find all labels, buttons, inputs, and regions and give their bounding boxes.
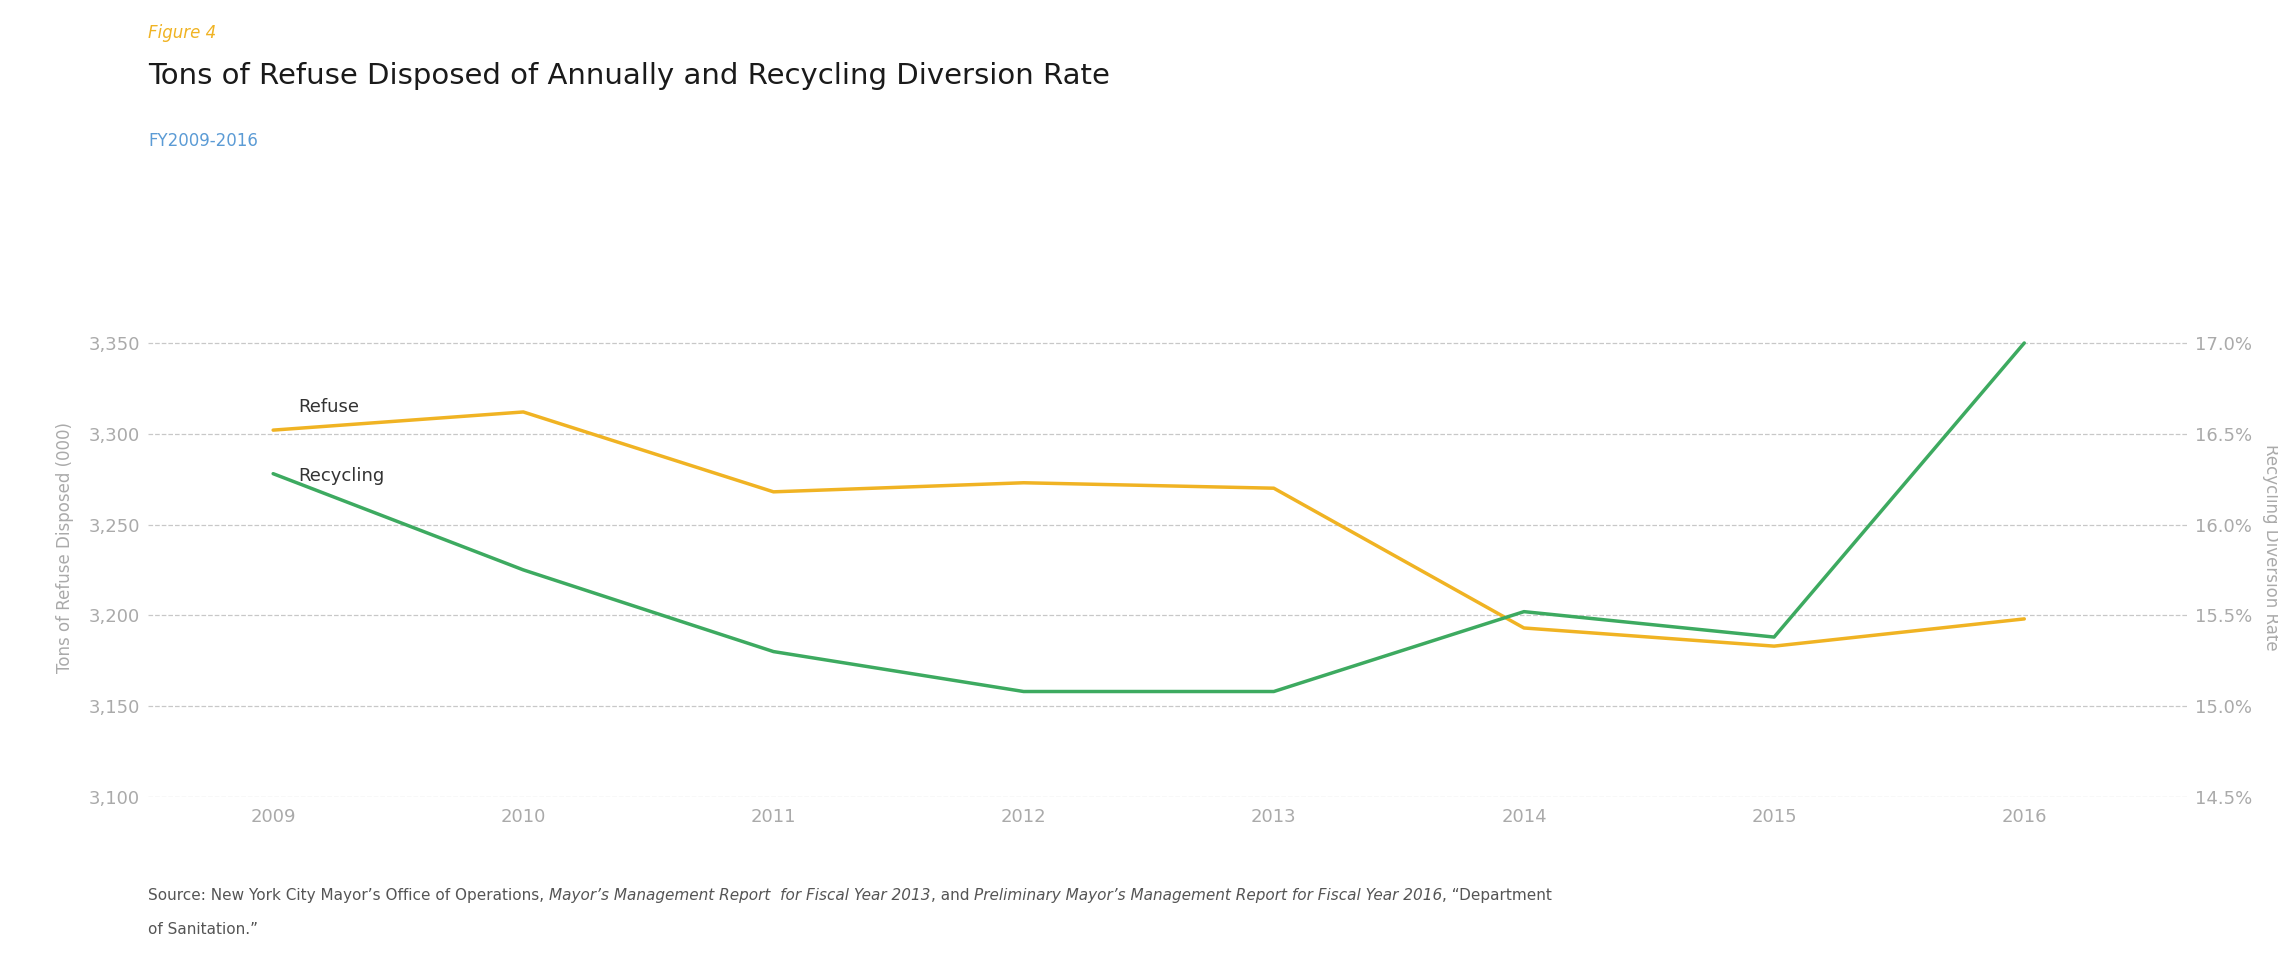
- Y-axis label: Tons of Refuse Disposed (000): Tons of Refuse Disposed (000): [57, 421, 75, 673]
- Text: Recycling: Recycling: [298, 467, 385, 485]
- Text: Mayor’s Management Report  for Fiscal Year 2013: Mayor’s Management Report for Fiscal Yea…: [549, 888, 932, 903]
- Text: Source: New York City Mayor’s Office of Operations,: Source: New York City Mayor’s Office of …: [148, 888, 549, 903]
- Text: Tons of Refuse Disposed of Annually and Recycling Diversion Rate: Tons of Refuse Disposed of Annually and …: [148, 62, 1109, 90]
- Text: Preliminary Mayor’s Management Report for Fiscal Year 2016: Preliminary Mayor’s Management Report fo…: [975, 888, 1442, 903]
- Text: Figure 4: Figure 4: [148, 24, 216, 42]
- Text: , “Department: , “Department: [1442, 888, 1551, 903]
- Text: Refuse: Refuse: [298, 397, 360, 416]
- Text: FY2009-2016: FY2009-2016: [148, 132, 257, 151]
- Y-axis label: Recycling Diversion Rate: Recycling Diversion Rate: [2262, 444, 2278, 651]
- Text: , and: , and: [932, 888, 975, 903]
- Text: of Sanitation.”: of Sanitation.”: [148, 922, 257, 937]
